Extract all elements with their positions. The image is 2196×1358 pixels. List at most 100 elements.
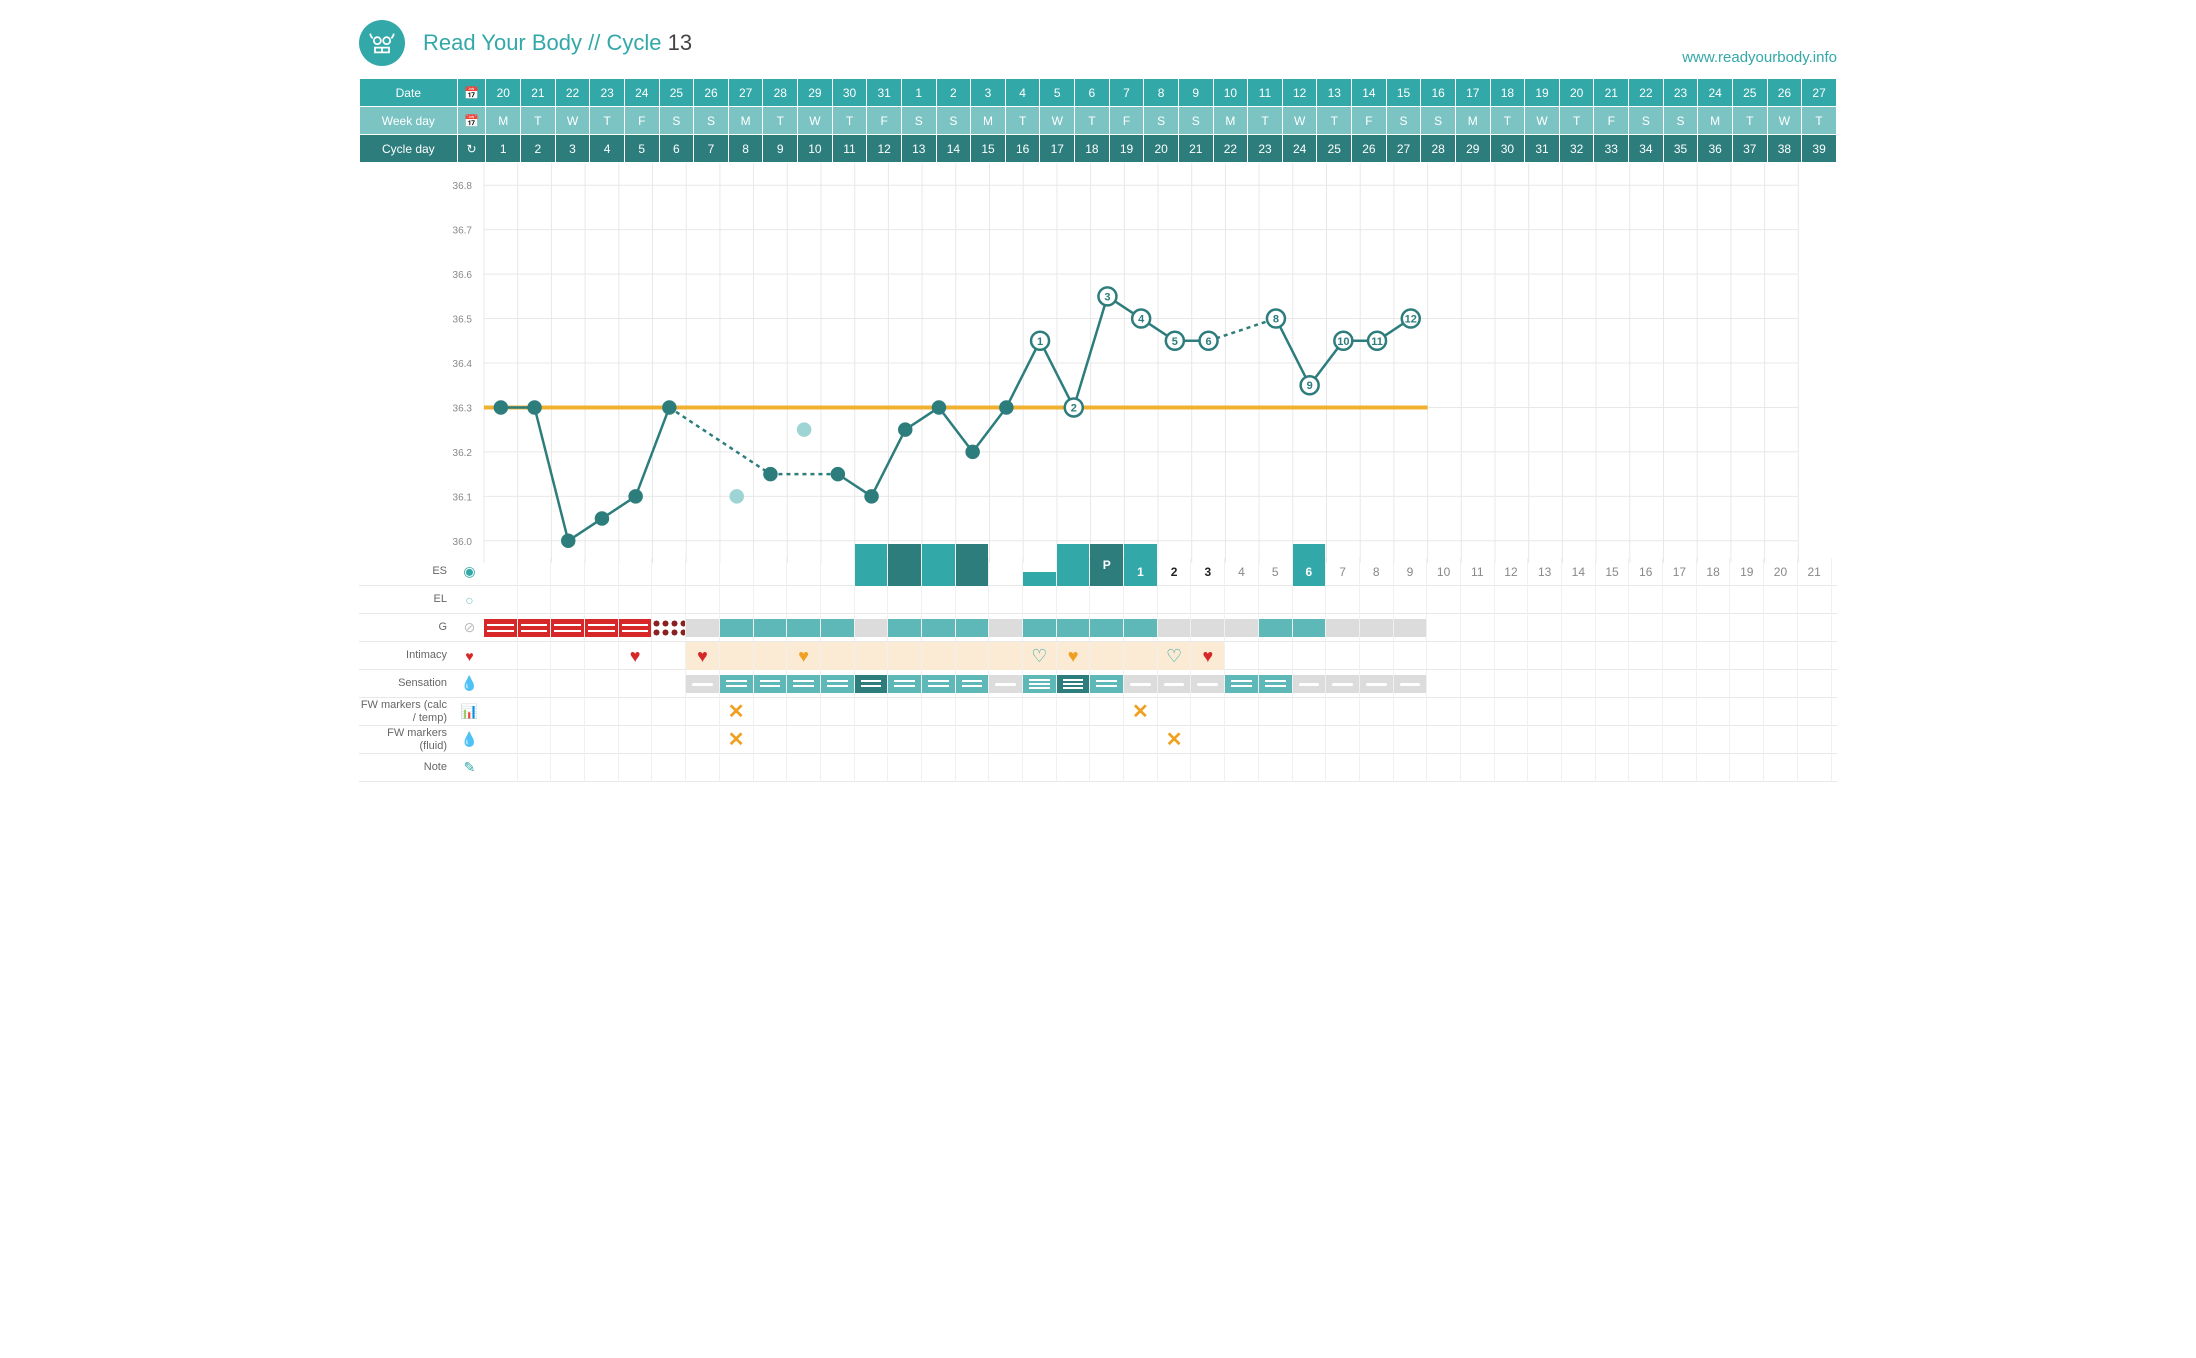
header-cell: 33 <box>1594 135 1629 163</box>
header: Read Your Body // Cycle 13 www.readyourb… <box>359 20 1837 66</box>
data-cell <box>821 698 855 726</box>
data-cell <box>1326 642 1360 670</box>
note-row: Note ✎ <box>359 754 1837 782</box>
header-cell: 8 <box>1144 79 1179 107</box>
data-cell <box>1596 586 1630 614</box>
data-cell <box>1124 614 1158 642</box>
data-cell <box>1427 698 1461 726</box>
heart-icon: ♥ <box>455 648 484 664</box>
data-cell <box>1293 754 1327 782</box>
header-cell: 7 <box>1109 79 1144 107</box>
data-cell <box>754 586 788 614</box>
data-cell <box>1360 726 1394 754</box>
data-cell <box>1023 558 1057 586</box>
data-cell <box>1562 754 1596 782</box>
data-cell <box>1798 642 1832 670</box>
header-cell: 14 <box>936 135 971 163</box>
header-cell: 7 <box>694 135 729 163</box>
data-cell <box>652 726 686 754</box>
data-cell <box>1764 726 1798 754</box>
header-cell: 12 <box>867 135 902 163</box>
data-cell <box>551 726 585 754</box>
data-cell <box>585 670 619 698</box>
data-cell <box>1730 614 1764 642</box>
header-cell: 29 <box>1455 135 1490 163</box>
data-cell <box>619 558 653 586</box>
data-cell <box>855 642 889 670</box>
header-cell: 8 <box>728 135 763 163</box>
data-cell <box>1225 670 1259 698</box>
svg-text:10: 10 <box>1337 336 1349 348</box>
header-cell: 4 <box>1005 79 1040 107</box>
data-cell <box>1663 642 1697 670</box>
data-cell <box>1764 642 1798 670</box>
header-cell: 22 <box>555 79 590 107</box>
header-cell: 1 <box>901 79 936 107</box>
header-cell: 21 <box>521 79 556 107</box>
data-cell <box>1764 614 1798 642</box>
data-cell: 5 <box>1259 558 1293 586</box>
header-cell: 24 <box>1282 135 1317 163</box>
data-cell <box>1259 698 1293 726</box>
header-cell: 20 <box>1144 135 1179 163</box>
header-cell: F <box>1109 107 1144 135</box>
data-cell: ♥ <box>1057 642 1091 670</box>
data-cell <box>1090 586 1124 614</box>
header-cell: S <box>1144 107 1179 135</box>
header-cell: S <box>1629 107 1664 135</box>
data-cell: 18 <box>1697 558 1731 586</box>
svg-text:36.6: 36.6 <box>453 270 473 281</box>
header-cell: 24 <box>624 79 659 107</box>
data-cell <box>754 642 788 670</box>
header-cell: 20 <box>1559 79 1594 107</box>
data-cell <box>551 754 585 782</box>
data-cell <box>1730 726 1764 754</box>
data-cell <box>551 614 585 642</box>
data-cell: 16 <box>1629 558 1663 586</box>
data-cell <box>1596 670 1630 698</box>
header-cell: W <box>1767 107 1802 135</box>
data-cell: 10 <box>1427 558 1461 586</box>
svg-text:36.0: 36.0 <box>453 537 473 548</box>
data-cell <box>821 614 855 642</box>
data-cell <box>518 754 552 782</box>
header-cell: 27 <box>1386 135 1421 163</box>
cycle-icon: ↻ <box>457 135 486 163</box>
data-cell <box>821 586 855 614</box>
data-cell <box>1225 754 1259 782</box>
data-cell <box>720 642 754 670</box>
header-cell: 35 <box>1663 135 1698 163</box>
data-cell <box>518 642 552 670</box>
data-cell <box>1090 698 1124 726</box>
data-cell <box>585 614 619 642</box>
header-cell: 3 <box>555 135 590 163</box>
header-cell: S <box>1421 107 1456 135</box>
g-row: G ⊘ <box>359 614 1837 642</box>
data-cell <box>619 754 653 782</box>
data-cell <box>1596 642 1630 670</box>
data-cell <box>1596 726 1630 754</box>
date-label: Date <box>360 79 458 107</box>
data-cell <box>989 614 1023 642</box>
data-cell <box>754 726 788 754</box>
data-cell <box>484 698 518 726</box>
data-cell <box>1394 670 1428 698</box>
data-cell <box>1629 670 1663 698</box>
data-cell <box>484 642 518 670</box>
svg-text:2: 2 <box>1071 402 1077 414</box>
data-cell: 11 <box>1461 558 1495 586</box>
header-cell: W <box>1282 107 1317 135</box>
data-cell <box>1158 614 1192 642</box>
header-cell: 1 <box>486 135 521 163</box>
data-cell <box>855 614 889 642</box>
data-cell <box>484 670 518 698</box>
data-cell <box>1326 754 1360 782</box>
header-cell: S <box>1178 107 1213 135</box>
site-url[interactable]: www.readyourbody.info <box>1682 49 1837 66</box>
data-cell <box>551 586 585 614</box>
header-cell: 26 <box>1352 135 1387 163</box>
data-cell: ✕ <box>1158 726 1192 754</box>
data-cell <box>1528 698 1562 726</box>
header-cell: W <box>798 107 833 135</box>
data-cell <box>484 586 518 614</box>
